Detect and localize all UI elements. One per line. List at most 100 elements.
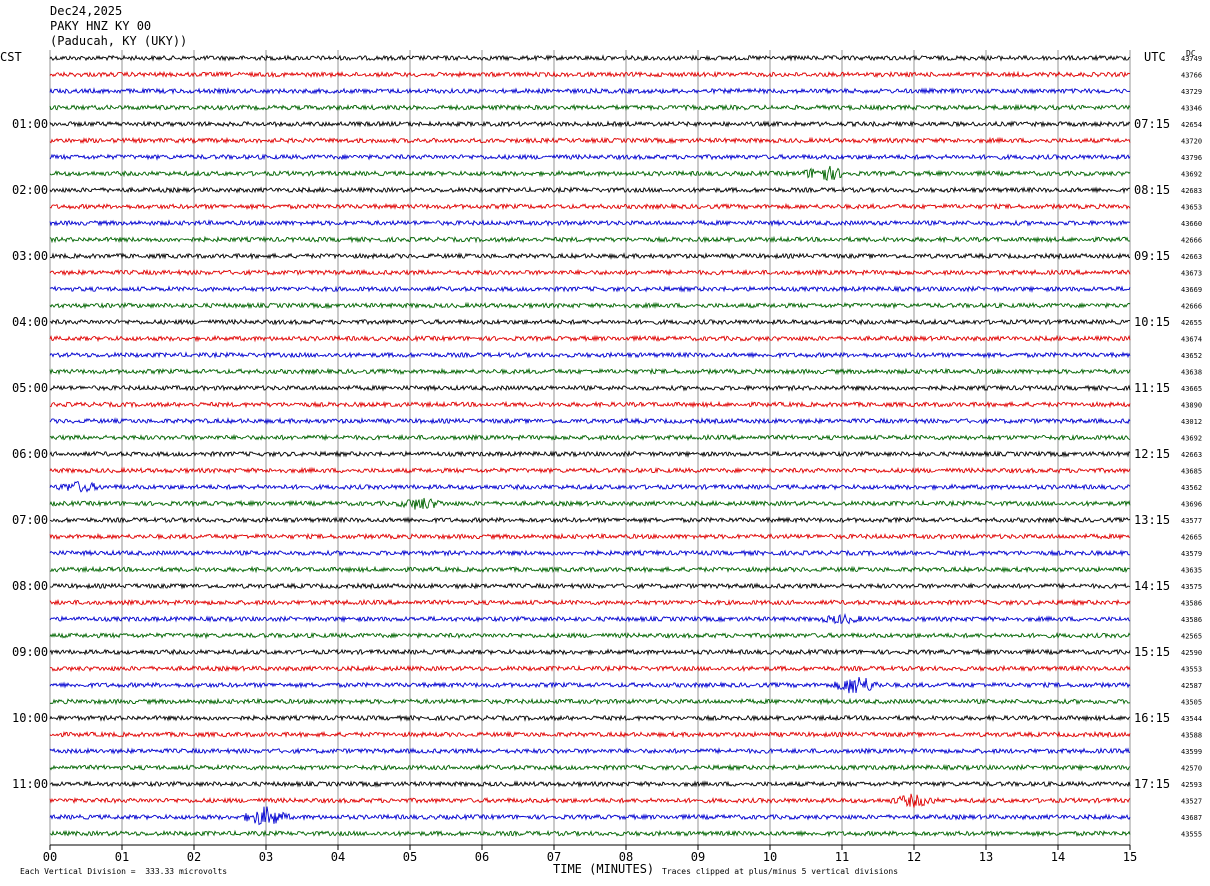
trace-line xyxy=(49,480,1131,493)
trace-line xyxy=(49,631,1131,640)
dc-offset-label: 43562 xyxy=(1181,484,1202,492)
dc-offset-label: 43553 xyxy=(1181,666,1202,674)
trace-line xyxy=(49,664,1131,673)
trace-line xyxy=(49,613,1131,625)
dc-offset-label: 43696 xyxy=(1181,501,1202,509)
cst-hour-label: 10:00 xyxy=(12,711,48,725)
cst-hour-label: 01:00 xyxy=(12,117,48,131)
x-tick-label: 01 xyxy=(115,850,129,864)
x-tick-label: 03 xyxy=(259,850,273,864)
utc-hour-label: 09:15 xyxy=(1134,249,1170,263)
x-tick-label: 09 xyxy=(691,850,705,864)
header-location: (Paducah, KY (UKY)) xyxy=(50,34,188,48)
trace-line xyxy=(49,384,1131,392)
dc-offset-label: 42587 xyxy=(1181,682,1202,690)
trace-line xyxy=(49,648,1131,656)
trace-line xyxy=(49,730,1131,739)
dc-offset-label: 42665 xyxy=(1181,534,1202,542)
x-tick-label: 05 xyxy=(403,850,417,864)
x-tick-label: 07 xyxy=(547,850,561,864)
utc-hour-label: 17:15 xyxy=(1134,777,1170,791)
x-tick-label: 10 xyxy=(763,850,777,864)
trace-line xyxy=(49,318,1131,326)
cst-hour-label: 02:00 xyxy=(12,183,48,197)
dc-offset-label: 43729 xyxy=(1181,88,1202,96)
dc-offset-label: 43766 xyxy=(1181,72,1202,80)
dc-offset-label: 43653 xyxy=(1181,204,1202,212)
utc-hour-label: 12:15 xyxy=(1134,447,1170,461)
dc-offset-label: 42666 xyxy=(1181,303,1202,311)
dc-offset-label: 42655 xyxy=(1181,319,1202,327)
footer-clip-note: Traces clipped at plus/minus 5 vertical … xyxy=(662,867,899,876)
trace-line xyxy=(49,235,1131,244)
trace-line xyxy=(49,400,1131,409)
x-tick-label: 02 xyxy=(187,850,201,864)
cst-hour-label: 08:00 xyxy=(12,579,48,593)
cst-hour-label: 04:00 xyxy=(12,315,48,329)
dc-offset-label: 43692 xyxy=(1181,171,1202,179)
dc-offset-label: 42654 xyxy=(1181,121,1202,129)
trace-line xyxy=(49,497,1131,510)
dc-offset-label: 43638 xyxy=(1181,369,1202,377)
dc-offset-label: 43505 xyxy=(1181,699,1202,707)
dc-offset-label: 43599 xyxy=(1181,748,1202,756)
left-timezone-label: CST xyxy=(0,50,22,64)
trace-line xyxy=(49,433,1131,442)
dc-offset-label: 42683 xyxy=(1181,187,1202,195)
utc-hour-label: 15:15 xyxy=(1134,645,1170,659)
utc-hour-label: 11:15 xyxy=(1134,381,1170,395)
trace-line xyxy=(49,417,1131,425)
trace-line xyxy=(49,582,1131,590)
dc-offset-label: 43527 xyxy=(1181,798,1202,806)
trace-line xyxy=(49,466,1131,475)
dc-offset-label: 42565 xyxy=(1181,633,1202,641)
trace-line xyxy=(49,153,1131,161)
trace-line xyxy=(49,219,1131,227)
trace-line xyxy=(49,806,1131,826)
dc-offset-label: 43652 xyxy=(1181,352,1202,360)
dc-offset-label: 43687 xyxy=(1181,814,1202,822)
dc-offset-label: 43579 xyxy=(1181,550,1202,558)
cst-hour-label: 03:00 xyxy=(12,249,48,263)
cst-hour-label: 09:00 xyxy=(12,645,48,659)
utc-hour-label: 07:15 xyxy=(1134,117,1170,131)
x-tick-label: 12 xyxy=(907,850,921,864)
trace-line xyxy=(49,714,1131,722)
dc-offset-label: 42663 xyxy=(1181,451,1202,459)
x-tick-label: 06 xyxy=(475,850,489,864)
dc-offset-label: 43586 xyxy=(1181,616,1202,624)
x-tick-label: 04 xyxy=(331,850,345,864)
trace-line xyxy=(49,202,1131,211)
dc-offset-label: 43665 xyxy=(1181,385,1202,393)
x-tick-label: 13 xyxy=(979,850,993,864)
dc-offset-label: 43544 xyxy=(1181,715,1202,723)
dc-offset-label: 43692 xyxy=(1181,435,1202,443)
dc-offset-label: 43346 xyxy=(1181,105,1202,113)
dc-offset-label: 43890 xyxy=(1181,402,1202,410)
dc-offset-label: 43555 xyxy=(1181,831,1202,839)
x-tick-label: 08 xyxy=(619,850,633,864)
trace-line xyxy=(49,450,1131,458)
utc-hour-label: 10:15 xyxy=(1134,315,1170,329)
header-date: Dec24,2025 xyxy=(50,4,123,18)
dc-offset-label: 42666 xyxy=(1181,237,1202,245)
trace-line xyxy=(49,54,1131,62)
footer-scale-note: Each Vertical Division = 333.33 microvol… xyxy=(20,867,228,876)
trace-line xyxy=(49,351,1131,359)
trace-line xyxy=(49,334,1131,343)
dc-offset-label: 43586 xyxy=(1181,600,1202,608)
dc-offset-label: 43796 xyxy=(1181,154,1202,162)
dc-offset-label: 43669 xyxy=(1181,286,1202,294)
trace-line xyxy=(49,532,1131,541)
x-axis-label: TIME (MINUTES) xyxy=(553,862,655,876)
trace-line xyxy=(49,285,1131,293)
trace-line xyxy=(49,598,1131,607)
x-tick-label: 00 xyxy=(43,850,57,864)
trace-line xyxy=(49,747,1131,755)
trace-line xyxy=(49,565,1131,574)
trace-line xyxy=(49,697,1131,706)
trace-line xyxy=(49,120,1131,128)
x-tick-label: 14 xyxy=(1051,850,1065,864)
dc-offset-label: 43577 xyxy=(1181,517,1202,525)
dc-offset-label: 42590 xyxy=(1181,649,1202,657)
